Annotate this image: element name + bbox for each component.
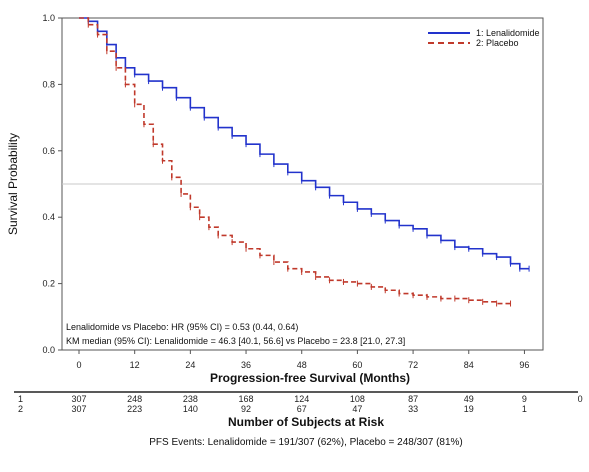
x-tick-label: 48 bbox=[297, 360, 307, 370]
risk-count: 92 bbox=[241, 404, 251, 414]
risk-count: 238 bbox=[183, 394, 198, 404]
footer-events: PFS Events: Lenalidomide = 191/307 (62%)… bbox=[149, 437, 463, 448]
risk-count: 223 bbox=[127, 404, 142, 414]
annotation-2: KM median (95% CI): Lenalidomide = 46.3 … bbox=[66, 336, 405, 346]
risk-count: 0 bbox=[578, 394, 583, 404]
series-line-2 bbox=[79, 17, 511, 305]
annotation-1: Lenalidomide vs Placebo: HR (95% CI) = 0… bbox=[66, 322, 298, 332]
series-1 bbox=[79, 17, 530, 272]
risk-table: 1 307 248 238 168 124 108 87 49 9 0 2 307 223 140 92 67 4… bbox=[14, 391, 583, 448]
annotations: Lenalidomide vs Placebo: HR (95% CI) = 0… bbox=[66, 322, 405, 346]
axes-layer: 0.0 0.2 0.4 0.6 0.8 1.0 0 12 24 36 48 60 72 84 96 Progr… bbox=[6, 13, 529, 385]
series-2 bbox=[79, 17, 512, 307]
x-tick-label: 36 bbox=[241, 360, 251, 370]
risk-count: 108 bbox=[350, 394, 365, 404]
x-tick-label: 0 bbox=[76, 360, 81, 370]
y-tick-label: 0.2 bbox=[42, 279, 55, 289]
risk-row-label: 1 bbox=[18, 394, 23, 404]
plot-layer bbox=[61, 17, 544, 351]
legend-label-1: 1: Lenalidomide bbox=[476, 28, 540, 38]
risk-count: 19 bbox=[464, 404, 474, 414]
risk-count: 140 bbox=[183, 404, 198, 414]
y-tick-label: 0.4 bbox=[42, 212, 55, 222]
series-layer bbox=[79, 17, 530, 307]
risk-count: 67 bbox=[297, 404, 307, 414]
y-tick-label: 0.8 bbox=[42, 79, 55, 89]
y-tick-label: 1.0 bbox=[42, 13, 55, 23]
risk-row-label: 2 bbox=[18, 404, 23, 414]
x-tick-label: 84 bbox=[464, 360, 474, 370]
series-line-1 bbox=[79, 17, 530, 270]
risk-count: 124 bbox=[294, 394, 309, 404]
risk-count: 307 bbox=[71, 404, 86, 414]
risk-count: 49 bbox=[464, 394, 474, 404]
x-tick-label: 12 bbox=[130, 360, 140, 370]
risk-count: 248 bbox=[127, 394, 142, 404]
y-tick-label: 0.6 bbox=[42, 146, 55, 156]
risk-table-title: Number of Subjects at Risk bbox=[228, 415, 384, 429]
risk-count: 33 bbox=[408, 404, 418, 414]
x-tick-label: 72 bbox=[408, 360, 418, 370]
risk-count: 307 bbox=[71, 394, 86, 404]
risk-count: 168 bbox=[239, 394, 254, 404]
risk-count: 87 bbox=[408, 394, 418, 404]
legend-label-2: 2: Placebo bbox=[476, 38, 519, 48]
y-axis-title: Survival Probability bbox=[6, 133, 20, 235]
x-tick-label: 60 bbox=[352, 360, 362, 370]
x-tick-label: 96 bbox=[519, 360, 529, 370]
risk-count: 1 bbox=[522, 404, 527, 414]
y-tick-label: 0.0 bbox=[42, 345, 55, 355]
x-tick-label: 24 bbox=[185, 360, 195, 370]
risk-count: 9 bbox=[522, 394, 527, 404]
x-axis-title: Progression-free Survival (Months) bbox=[210, 371, 410, 385]
risk-count: 47 bbox=[352, 404, 362, 414]
